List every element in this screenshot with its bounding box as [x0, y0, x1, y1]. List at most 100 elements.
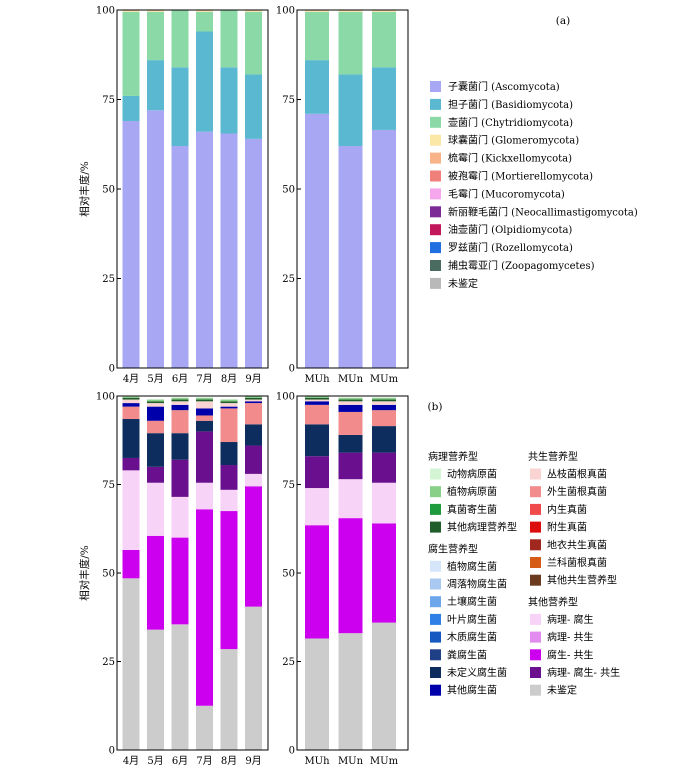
- bar-segment: [147, 399, 164, 402]
- legend-label: 病理- 腐生: [547, 613, 594, 626]
- legend-label: 附生真菌: [547, 521, 587, 534]
- y-tick-label: 25: [102, 657, 115, 668]
- legend-swatch: [530, 631, 541, 643]
- y-tick-label: 25: [102, 274, 115, 285]
- legend-swatch: [430, 224, 441, 236]
- bar-segment: [122, 397, 140, 400]
- bar-segment: [372, 397, 396, 400]
- legend-swatch: [430, 631, 441, 643]
- bar-segment: [305, 525, 329, 639]
- legend-swatch: [430, 170, 441, 182]
- bar-segment: [338, 74, 363, 147]
- legend-label: 外生菌根真菌: [547, 485, 607, 498]
- legend-label: 动物病原菌: [447, 468, 497, 481]
- bar-segment: [196, 509, 213, 706]
- bar-segment: [196, 10, 213, 12]
- legend-label: 内生真菌: [547, 503, 587, 516]
- legend-label: 被孢霉门 (Mortierellomycota): [448, 170, 593, 183]
- y-tick-label: 0: [289, 364, 295, 375]
- legend-swatch: [430, 242, 441, 254]
- legend-label: 真菌寄生菌: [447, 503, 497, 516]
- bar-segment: [196, 131, 213, 368]
- bar-segment: [338, 399, 363, 402]
- legend-label: 壶菌门 (Chytridiomycota): [448, 116, 573, 129]
- bar-segment: [171, 459, 189, 497]
- x-tick-label: 6月: [172, 755, 188, 767]
- legend-swatch: [430, 81, 441, 92]
- bar-segment: [171, 67, 189, 147]
- panel-a-label: (a): [556, 15, 570, 27]
- y-tick-label: 0: [289, 746, 295, 757]
- legend-heading: 腐生营养型: [428, 542, 478, 555]
- bar-segment: [122, 578, 140, 750]
- bar-segment: [372, 404, 396, 411]
- legend-swatch: [530, 521, 541, 533]
- bar-segment: [338, 401, 363, 405]
- bar-segment: [171, 10, 189, 68]
- bar-segment: [245, 401, 262, 404]
- x-tick-label: 8月: [221, 755, 237, 767]
- bar-segment: [305, 456, 329, 489]
- bar-segment: [372, 523, 396, 623]
- bar-segment: [196, 31, 213, 132]
- bar-segment: [372, 10, 396, 12]
- bar-segment: [220, 10, 238, 68]
- bar-segment: [196, 399, 213, 402]
- bar-segment: [305, 11, 329, 61]
- x-tick-label: 4月: [123, 755, 139, 767]
- x-tick-label: 9月: [245, 755, 261, 767]
- y-tick-label: 100: [96, 392, 115, 403]
- x-tick-label: 5月: [147, 373, 163, 385]
- y-tick-label: 100: [276, 392, 295, 403]
- bar-segment: [305, 638, 329, 750]
- legend-label: 叶片腐生菌: [447, 613, 497, 626]
- bar-segment: [122, 403, 140, 407]
- y-tick-label: 0: [109, 364, 115, 375]
- bar-segment: [220, 67, 238, 134]
- legend-swatch: [430, 503, 441, 515]
- bar-segment: [171, 410, 189, 434]
- bar-segment: [122, 470, 140, 550]
- bar-segment: [372, 399, 396, 402]
- bar-segment: [372, 401, 396, 405]
- bar-segment: [305, 424, 329, 457]
- legend-swatch: [530, 684, 541, 696]
- legend-label: 油壶菌门 (Olpidiomycota): [448, 223, 572, 236]
- legend-label: 木质腐生菌: [447, 631, 497, 644]
- bar-segment: [245, 10, 262, 12]
- legend-label: 腐生- 共生: [547, 648, 594, 661]
- bar-segment: [122, 406, 140, 420]
- legend-swatch: [430, 260, 441, 271]
- bar-segment: [338, 633, 363, 750]
- legend-swatch: [430, 684, 441, 696]
- legend-label: 新丽鞭毛菌门 (Neocallimastigomycota): [448, 205, 638, 218]
- y-tick-label: 75: [102, 480, 115, 491]
- legend-label: 其他腐生菌: [447, 684, 497, 697]
- bar-segment: [196, 401, 213, 409]
- x-tick-label: 4月: [123, 373, 139, 385]
- bar-segment: [372, 67, 396, 130]
- legend-label: 土壤腐生菌: [447, 595, 497, 608]
- bar-segment: [122, 95, 140, 121]
- bar-segment: [147, 466, 164, 483]
- legend-swatch: [530, 613, 541, 625]
- legend-label: 病理- 共生: [547, 631, 594, 644]
- x-tick-label: MUm: [370, 756, 399, 767]
- bar-segment: [196, 408, 213, 416]
- legend-swatch: [530, 557, 541, 568]
- legend-label: 球囊菌门 (Glomeromycota): [448, 134, 579, 147]
- x-tick-label: 6月: [172, 373, 188, 385]
- bar-segment: [220, 403, 238, 407]
- bar-segment: [147, 401, 164, 404]
- bar-segment: [220, 401, 238, 404]
- bar-segment: [122, 457, 140, 471]
- bar-segment: [245, 396, 262, 398]
- legend-label: 兰科菌根真菌: [547, 556, 607, 569]
- bar-segment: [122, 419, 140, 458]
- legend-swatch: [530, 503, 541, 515]
- legend-swatch: [430, 134, 441, 146]
- legend-swatch: [430, 667, 441, 678]
- bar-segment: [122, 11, 140, 96]
- y-tick-label: 25: [282, 657, 295, 668]
